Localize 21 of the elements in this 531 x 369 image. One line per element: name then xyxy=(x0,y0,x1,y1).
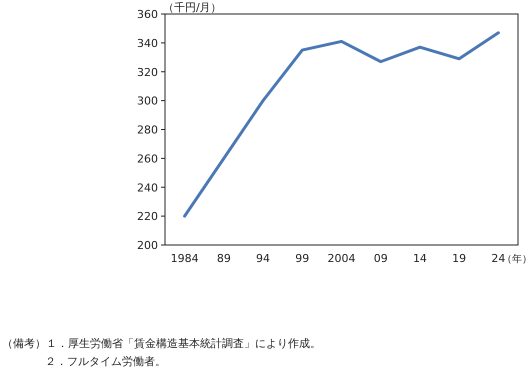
x-tick-label: 09 xyxy=(374,252,388,265)
y-tick-label: 240 xyxy=(137,181,158,194)
x-tick-label: 99 xyxy=(295,252,310,265)
y-tick-label: 300 xyxy=(137,94,158,108)
x-tick-label: 1984 xyxy=(170,252,199,265)
x-tick-label: 94 xyxy=(256,252,270,265)
line-series xyxy=(183,31,500,218)
x-tick-label: 2004 xyxy=(328,252,356,265)
y-tick-label: 280 xyxy=(137,124,158,136)
text: （備考）１．厚生労働省「賃金構造基本統計調査」により作成。 xyxy=(2,337,321,350)
y-tick-label: 200 xyxy=(137,239,158,252)
text: ２．フルタイム労働者。 xyxy=(45,355,166,368)
y-tick-label: 220 xyxy=(137,210,158,224)
y-tick-label: 320 xyxy=(137,66,158,79)
y-tick-label: 340 xyxy=(137,36,158,50)
x-tick-label: 89 xyxy=(216,252,231,265)
x-tick-label: 19 xyxy=(452,252,466,265)
y-tick-label: 360 xyxy=(137,8,158,21)
x-tick-label: 14 xyxy=(412,252,427,265)
y-axis-title: （千円/月） xyxy=(163,1,222,14)
y-tick-label: 260 xyxy=(137,152,158,166)
